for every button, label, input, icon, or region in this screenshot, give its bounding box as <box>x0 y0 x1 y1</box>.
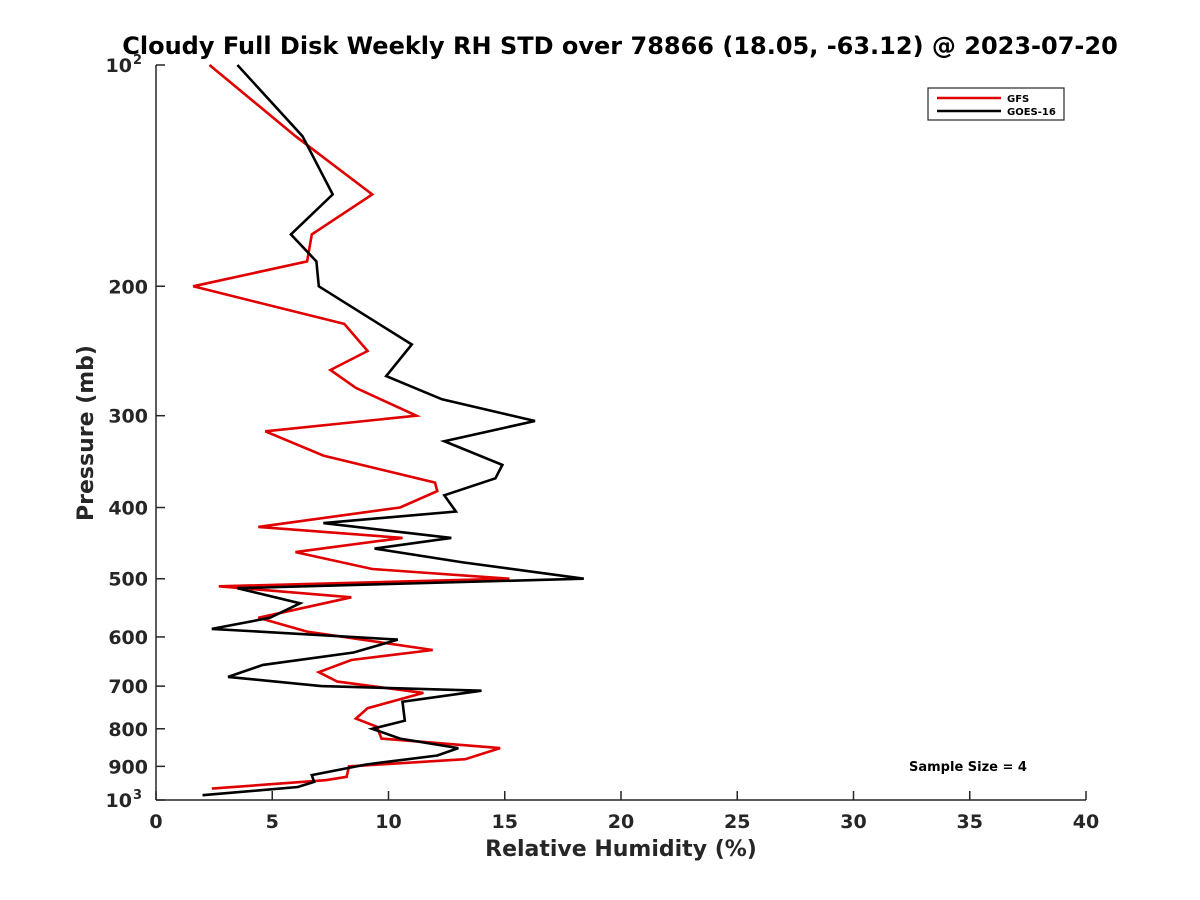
y-tick-label: 500 <box>108 569 148 591</box>
x-tick-label: 30 <box>840 811 866 833</box>
chart-title: Cloudy Full Disk Weekly RH STD over 7886… <box>122 32 1118 60</box>
sample-size-annotation: Sample Size = 4 <box>909 760 1027 775</box>
x-tick-label: 0 <box>149 811 162 833</box>
legend-box <box>927 87 1065 121</box>
y-tick-label: 400 <box>108 498 148 520</box>
x-tick-label: 25 <box>724 811 750 833</box>
legend-label: GOES-16 <box>1007 107 1056 118</box>
y-tick-label: 10 <box>106 55 132 77</box>
y-tick-label: 200 <box>108 276 148 298</box>
y-axis-label: Pressure (mb) <box>74 345 99 521</box>
x-axis-label: Relative Humidity (%) <box>485 837 757 862</box>
x-tick-label: 10 <box>375 811 401 833</box>
x-tick-label: 15 <box>492 811 518 833</box>
y-tick-label: 900 <box>108 756 148 778</box>
y-tick-label: 800 <box>108 719 148 741</box>
legend: GFS GOES-16 <box>927 87 1065 121</box>
x-tick-label: 20 <box>608 811 634 833</box>
series-line-goes-16 <box>202 64 584 797</box>
series-lines <box>192 63 584 797</box>
series-line-gfs <box>192 63 510 790</box>
x-ticks: 0 5 10 15 20 25 30 35 40 <box>149 791 1099 833</box>
x-tick-label: 35 <box>957 811 983 833</box>
y-tick-exponent: 2 <box>133 53 142 68</box>
y-tick-label: 600 <box>108 627 148 649</box>
x-tick-label: 40 <box>1073 811 1099 833</box>
legend-label: GFS <box>1007 94 1029 105</box>
plot-area: 0 5 10 15 20 25 30 35 40 10 220030040050060070080… <box>106 53 1100 833</box>
y-tick-label: 10 <box>106 790 132 812</box>
y-tick-exponent: 3 <box>133 788 142 803</box>
x-tick-label: 5 <box>266 811 279 833</box>
y-tick-label: 700 <box>108 676 148 698</box>
y-tick-label: 300 <box>108 406 148 428</box>
